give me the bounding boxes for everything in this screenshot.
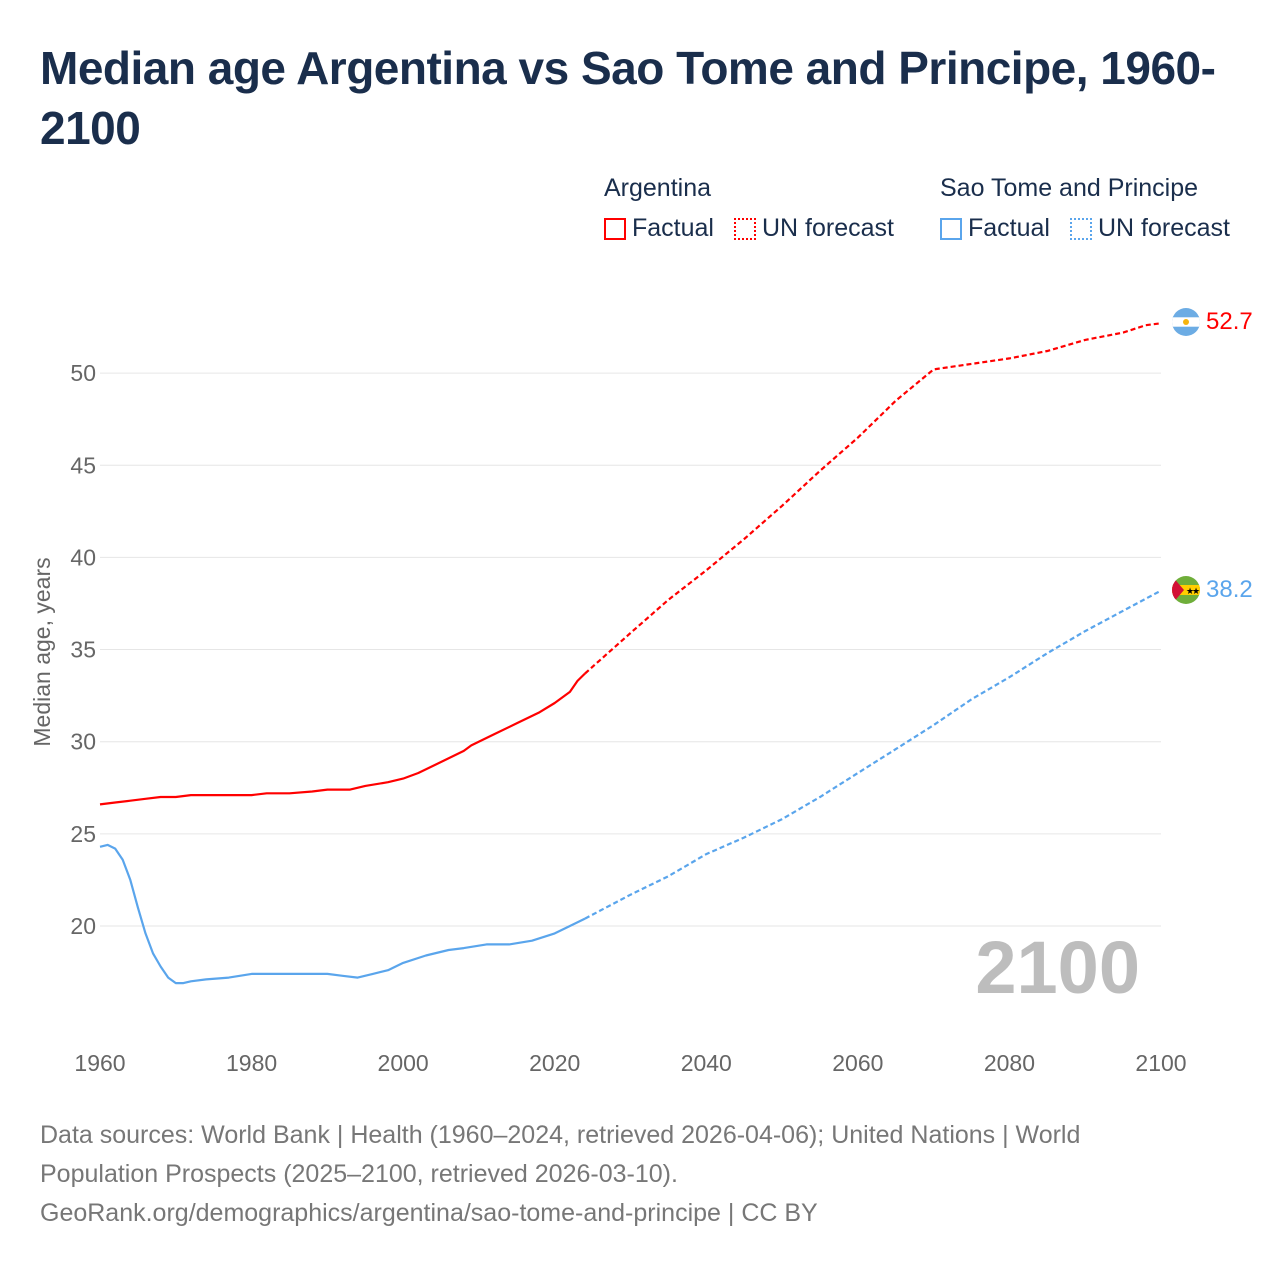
y-tick-label: 30: [70, 729, 96, 755]
legend-group-label: Sao Tome and Principe: [940, 174, 1199, 202]
argentina-factual-line: [99, 672, 586, 806]
argentina-flag-icon: [1172, 308, 1200, 336]
chart-title: Median age Argentina vs Sao Tome and Pri…: [40, 42, 1216, 154]
svg-text:★: ★: [1192, 586, 1200, 596]
x-tick-label: 2040: [681, 1050, 732, 1076]
y-tick-label: 40: [70, 544, 96, 570]
x-tick-label: 2080: [984, 1050, 1035, 1076]
sao-tome-factual-line: [99, 843, 586, 985]
year-watermark: 2100: [975, 926, 1140, 1009]
x-tick-label: 2000: [378, 1050, 429, 1076]
x-tick-label: 1960: [74, 1050, 125, 1076]
svg-text:★: ★: [1186, 586, 1194, 596]
legend-label: Factual: [968, 214, 1050, 242]
y-tick-label: 45: [70, 452, 96, 478]
legend-swatch-solid: [604, 217, 626, 240]
argentina-forecast-line: [584, 322, 1162, 675]
y-tick-label: 20: [70, 913, 96, 939]
legend-label: UN forecast: [761, 214, 894, 242]
footer-line: Data sources: World Bank | Health (1960–…: [40, 1121, 1081, 1149]
legend-label: Factual: [632, 214, 714, 242]
sao-tome-forecast-line: [584, 589, 1162, 920]
legend-item-forecast[interactable]: UN forecast: [733, 214, 894, 243]
y-axis-label: Median age, years: [29, 557, 55, 746]
sao-tome-end-label: 38.2: [1206, 576, 1253, 603]
x-tick-label: 2060: [832, 1050, 883, 1076]
sao-tome-flag-icon: ★ ★: [1172, 576, 1200, 604]
footer-line: Population Prospects (2025–2100, retriev…: [40, 1160, 678, 1188]
legend-swatch-dotted: [733, 217, 756, 240]
legend-label: UN forecast: [1097, 214, 1230, 242]
x-tick-label: 2100: [1135, 1050, 1186, 1076]
legend-swatch-solid: [940, 217, 962, 240]
legend-swatch-dotted: [1069, 217, 1092, 240]
y-tick-label: 50: [70, 360, 96, 386]
argentina-end-label: 52.7: [1206, 308, 1253, 335]
legend-item-forecast[interactable]: UN forecast: [1069, 214, 1230, 243]
footer-sources: Data sources: World Bank | Health (1960–…: [40, 1116, 1240, 1233]
legend-argentina: Argentina Factual UN forecast: [604, 174, 908, 243]
y-tick-label: 35: [70, 637, 96, 663]
footer-link[interactable]: GeoRank.org/demographics/argentina/sao-t…: [40, 1199, 818, 1227]
legend-item-factual[interactable]: Factual: [940, 214, 1050, 243]
x-tick-label: 2020: [529, 1050, 580, 1076]
legend-group-label: Argentina: [604, 174, 712, 202]
x-tick-label: 1980: [226, 1050, 277, 1076]
legend-sao-tome: Sao Tome and Principe Factual UN forecas…: [940, 174, 1244, 243]
y-tick-label: 25: [70, 821, 96, 847]
legend-item-factual[interactable]: Factual: [604, 214, 714, 243]
